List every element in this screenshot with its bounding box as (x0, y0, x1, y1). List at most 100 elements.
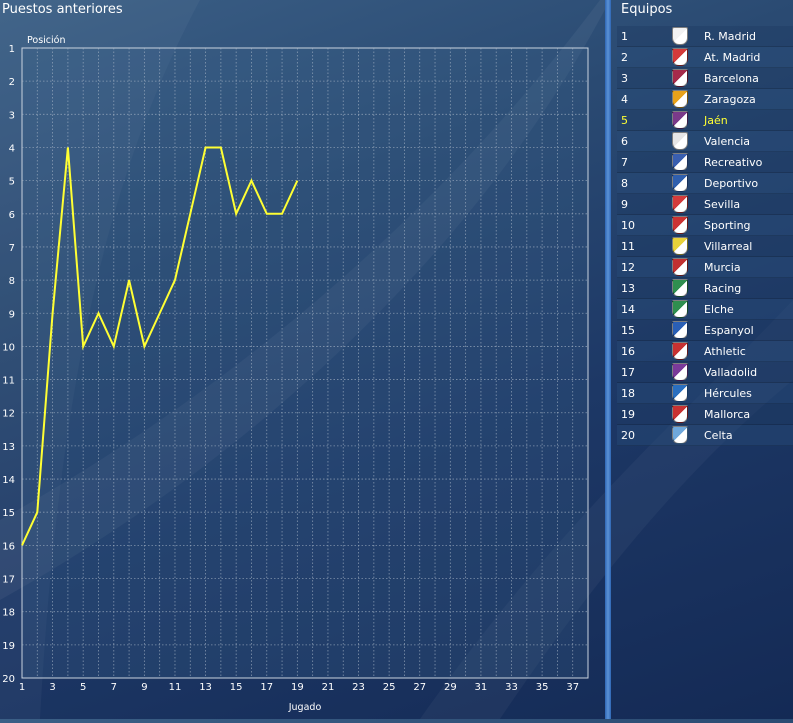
team-name: Barcelona (704, 72, 759, 85)
team-position: 18 (621, 387, 651, 400)
team-row[interactable]: 6 Valencia (617, 131, 793, 152)
team-position: 10 (621, 219, 651, 232)
team-name: Valencia (704, 135, 750, 148)
team-crest-icon (665, 384, 695, 402)
team-row[interactable]: 8 Deportivo (617, 173, 793, 194)
team-name: Racing (704, 282, 741, 295)
y-tick-label: 4 (9, 143, 15, 154)
team-row[interactable]: 17 Valladolid (617, 362, 793, 383)
x-tick-label: 7 (111, 682, 117, 693)
x-tick-label: 11 (169, 682, 182, 693)
x-tick-label: 3 (49, 682, 55, 693)
team-position: 2 (621, 51, 651, 64)
team-crest-icon (665, 27, 695, 45)
y-tick-label: 13 (2, 442, 15, 453)
crest-shape (672, 300, 688, 318)
y-tick-label: 16 (2, 541, 15, 552)
team-crest-icon (665, 300, 695, 318)
team-name: Athletic (704, 345, 746, 358)
y-tick-label: 2 (9, 77, 15, 88)
team-position: 1 (621, 30, 651, 43)
x-tick-label: 23 (352, 682, 365, 693)
team-crest-icon (665, 69, 695, 87)
y-tick-label: 3 (9, 110, 15, 121)
team-crest-icon (665, 90, 695, 108)
team-crest-icon (665, 321, 695, 339)
x-tick-label: 13 (199, 682, 212, 693)
y-tick-label: 17 (2, 575, 15, 586)
crest-shape (672, 27, 688, 45)
team-crest-icon (665, 279, 695, 297)
x-tick-label: 5 (80, 682, 86, 693)
team-crest-icon (665, 195, 695, 213)
x-tick-label: 33 (505, 682, 518, 693)
team-position: 17 (621, 366, 651, 379)
x-tick-label: 9 (141, 682, 147, 693)
team-name: Celta (704, 429, 733, 442)
team-name: Mallorca (704, 408, 750, 421)
y-tick-label: 9 (9, 309, 15, 320)
team-row[interactable]: 12 Murcia (617, 257, 793, 278)
team-position: 8 (621, 177, 651, 190)
crest-shape (672, 384, 688, 402)
x-axis-label: Jugado (288, 702, 322, 713)
team-position: 6 (621, 135, 651, 148)
team-row[interactable]: 11 Villarreal (617, 236, 793, 257)
x-tick-label: 19 (291, 682, 304, 693)
y-tick-label: 8 (9, 276, 15, 287)
team-row[interactable]: 7 Recreativo (617, 152, 793, 173)
team-position: 12 (621, 261, 651, 274)
team-position: 4 (621, 93, 651, 106)
x-tick-label: 29 (444, 682, 457, 693)
team-crest-icon (665, 258, 695, 276)
team-position: 11 (621, 240, 651, 253)
y-tick-label: 18 (2, 608, 15, 619)
team-crest-icon (665, 426, 695, 444)
crest-shape (672, 237, 688, 255)
team-name: Villarreal (704, 240, 752, 253)
x-tick-label: 21 (322, 682, 335, 693)
team-row[interactable]: 2 At. Madrid (617, 47, 793, 68)
crest-shape (672, 321, 688, 339)
team-name: Deportivo (704, 177, 758, 190)
team-crest-icon (665, 174, 695, 192)
crest-shape (672, 153, 688, 171)
team-row[interactable]: 10 Sporting (617, 215, 793, 236)
x-tick-label: 1 (19, 682, 25, 693)
crest-shape (672, 216, 688, 234)
team-position: 15 (621, 324, 651, 337)
team-name: At. Madrid (704, 51, 760, 64)
team-position: 14 (621, 303, 651, 316)
panel-divider (605, 0, 611, 719)
y-tick-label: 11 (2, 376, 15, 387)
team-name: Recreativo (704, 156, 762, 169)
x-tick-label: 25 (383, 682, 396, 693)
crest-shape (672, 132, 688, 150)
crest-shape (672, 279, 688, 297)
team-position: 7 (621, 156, 651, 169)
team-crest-icon (665, 363, 695, 381)
team-crest-icon (665, 48, 695, 66)
team-name: Valladolid (704, 366, 757, 379)
crest-shape (672, 111, 688, 129)
crest-shape (672, 69, 688, 87)
crest-shape (672, 342, 688, 360)
y-axis-label: Posición (27, 35, 66, 46)
x-tick-label: 37 (566, 682, 579, 693)
y-tick-label: 1 (9, 44, 15, 55)
team-name: Murcia (704, 261, 741, 274)
team-name: Sporting (704, 219, 751, 232)
